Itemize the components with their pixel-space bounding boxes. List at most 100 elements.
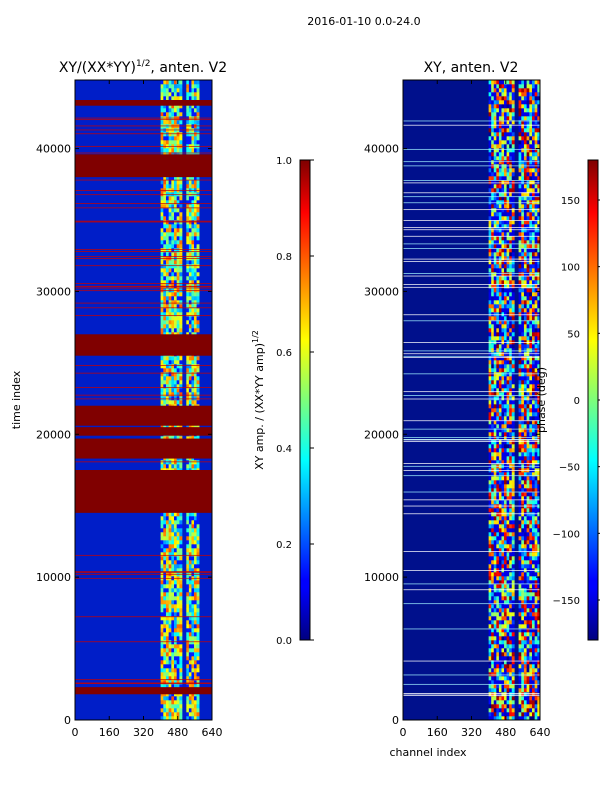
heatmap-cell <box>511 196 515 201</box>
heatmap-cell <box>523 384 527 389</box>
heatmap-cell <box>523 256 527 261</box>
heatmap-cell <box>493 148 497 153</box>
heatmap-cell <box>526 292 530 297</box>
heatmap-cell <box>523 268 527 273</box>
heatmap-cell <box>163 540 167 545</box>
heatmap-cell <box>163 376 167 381</box>
heatmap-cell <box>529 364 533 369</box>
heatmap-cell <box>521 660 525 665</box>
heatmap-cell <box>504 416 507 421</box>
heatmap-cell <box>526 640 530 645</box>
heatmap-cell <box>531 648 535 653</box>
heatmap-cell <box>196 196 200 201</box>
heatmap-cell <box>498 684 502 689</box>
heatmap-cell <box>521 592 525 597</box>
heatmap-cell <box>526 224 530 229</box>
heatmap-cell <box>504 252 507 257</box>
heatmap-cell <box>511 132 515 137</box>
heatmap-cell <box>488 556 492 561</box>
heatmap-cell <box>531 308 535 313</box>
heatmap-cell <box>493 368 497 373</box>
heatmap-cell <box>531 128 535 133</box>
heatmap-cell <box>493 476 497 481</box>
heatmap-cell <box>523 368 527 373</box>
heatmap-cell <box>511 148 515 153</box>
heatmap-cell <box>493 348 497 353</box>
heatmap-cell <box>504 576 507 581</box>
heatmap-cell <box>509 560 513 565</box>
heatmap-cell <box>537 312 541 317</box>
heatmap-cell <box>194 232 197 237</box>
heatmap-cell <box>168 88 172 93</box>
heatmap-cell <box>496 528 500 533</box>
heatmap-cell <box>168 356 172 361</box>
heatmap-cell <box>160 384 164 389</box>
heatmap-cell <box>191 264 195 269</box>
heatmap-cell <box>179 552 183 557</box>
heatmap-cell <box>537 224 541 229</box>
heatmap-cell <box>521 308 525 313</box>
heatmap-cell <box>179 180 183 185</box>
heatmap-cell <box>160 264 164 269</box>
heatmap-cell <box>501 208 505 213</box>
heatmap-cell <box>518 500 522 505</box>
heatmap-cell <box>493 632 497 637</box>
heatmap-cell <box>498 416 502 421</box>
heatmap-cell <box>504 184 507 189</box>
heatmap-cell <box>188 552 192 557</box>
heatmap-cell <box>176 204 180 209</box>
heatmap-cell <box>523 392 527 397</box>
heatmap-cell <box>196 652 200 657</box>
heatmap-cell <box>526 180 530 185</box>
heatmap-cell <box>534 488 538 493</box>
heatmap-cell <box>491 188 495 193</box>
heatmap-cell <box>488 220 492 225</box>
heatmap-cell <box>194 544 197 549</box>
heatmap-cell <box>526 144 530 149</box>
heatmap-streak <box>75 152 212 154</box>
heatmap-cell <box>194 512 197 517</box>
heatmap-cell <box>526 260 530 265</box>
heatmap-cell <box>521 184 525 189</box>
heatmap-cell <box>511 108 515 113</box>
heatmap-cell <box>523 160 527 165</box>
heatmap-streak <box>75 251 212 252</box>
heatmap-cell <box>518 532 522 537</box>
heatmap-streak <box>75 641 212 643</box>
heatmap-cell <box>496 540 500 545</box>
heatmap-cell <box>179 316 183 321</box>
heatmap-cell <box>496 356 500 361</box>
heatmap-cell <box>491 208 495 213</box>
heatmap-cell <box>196 540 200 545</box>
heatmap-cell <box>506 112 510 117</box>
heatmap-cell <box>186 388 190 393</box>
heatmap-cell <box>186 196 190 201</box>
heatmap-cell <box>165 324 169 329</box>
heatmap-cell <box>491 128 495 133</box>
heatmap-cell <box>160 548 164 553</box>
heatmap-cell <box>179 244 183 249</box>
heatmap-cell <box>506 236 510 241</box>
heatmap-cell <box>168 660 172 665</box>
heatmap-cell <box>509 248 513 253</box>
heatmap-cell <box>534 300 538 305</box>
heatmap-cell <box>188 324 192 329</box>
heatmap-cell <box>160 536 164 541</box>
heatmap-cell <box>488 196 492 201</box>
heatmap-cell <box>526 304 530 309</box>
heatmap-cell <box>501 288 505 293</box>
heatmap-cell <box>488 432 492 437</box>
heatmap-cell <box>491 196 495 201</box>
heatmap-cell <box>529 224 533 229</box>
heatmap-cell <box>501 412 505 417</box>
heatmap-cell <box>491 488 495 493</box>
heatmap-cell <box>171 596 175 601</box>
heatmap-cell <box>529 324 533 329</box>
heatmap-cell <box>526 508 530 513</box>
heatmap-cell <box>186 668 190 673</box>
heatmap-cell <box>523 304 527 309</box>
heatmap-cell <box>504 456 507 461</box>
heatmap-cell <box>174 660 177 665</box>
heatmap-cell <box>186 716 190 721</box>
heatmap-cell <box>488 600 492 605</box>
